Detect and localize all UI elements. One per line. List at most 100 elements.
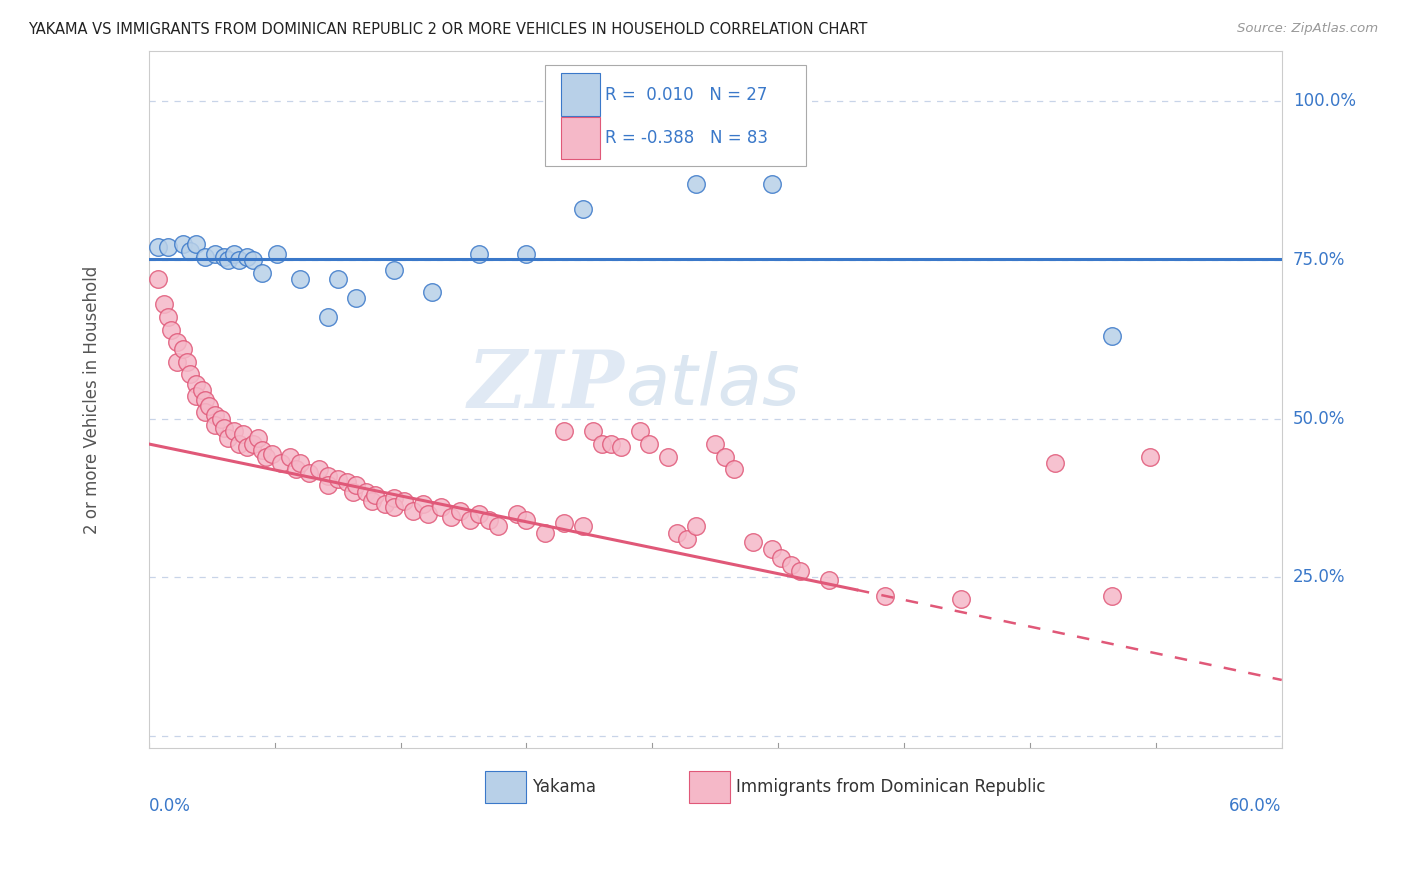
Point [364, 488, 387, 502]
Point [591, 437, 613, 451]
Point [449, 503, 471, 517]
Point [418, 507, 440, 521]
Point [374, 497, 396, 511]
Point [506, 507, 529, 521]
Point [308, 462, 330, 476]
Point [198, 399, 221, 413]
Point [204, 417, 226, 432]
Text: R = -0.388   N = 83: R = -0.388 N = 83 [606, 129, 768, 147]
Point [676, 532, 699, 546]
Point [148, 272, 170, 286]
Text: 50.0%: 50.0% [1294, 409, 1346, 427]
Point [628, 425, 651, 439]
Point [638, 437, 661, 451]
Point [209, 411, 232, 425]
Point [214, 421, 236, 435]
Point [242, 437, 264, 451]
Point [817, 574, 839, 588]
Point [153, 297, 176, 311]
Point [685, 519, 707, 533]
Point [336, 475, 359, 489]
Text: Immigrants from Dominican Republic: Immigrants from Dominican Republic [735, 778, 1045, 796]
Point [179, 244, 201, 258]
Point [316, 478, 339, 492]
FancyBboxPatch shape [561, 117, 600, 159]
Point [382, 491, 405, 505]
Point [770, 551, 793, 566]
Point [430, 500, 453, 515]
Point [515, 513, 537, 527]
Point [458, 513, 481, 527]
Point [581, 425, 603, 439]
Point [1043, 456, 1066, 470]
Point [657, 450, 679, 464]
Point [486, 519, 509, 533]
Point [204, 409, 226, 423]
Point [360, 494, 382, 508]
Point [685, 177, 707, 191]
Point [184, 389, 207, 403]
Point [346, 478, 368, 492]
Point [160, 323, 183, 337]
Point [217, 253, 239, 268]
Text: 75.0%: 75.0% [1294, 251, 1346, 269]
Point [666, 525, 689, 540]
Point [194, 405, 217, 419]
Point [478, 513, 501, 527]
Point [217, 431, 239, 445]
Text: R =  0.010   N = 27: R = 0.010 N = 27 [606, 86, 768, 103]
Point [468, 246, 491, 260]
Point [713, 450, 735, 464]
Point [553, 425, 575, 439]
Point [254, 450, 277, 464]
Point [534, 525, 557, 540]
Point [761, 177, 783, 191]
Point [346, 291, 368, 305]
Point [761, 541, 783, 556]
Text: Yakama: Yakama [531, 778, 596, 796]
Point [250, 443, 273, 458]
Point [610, 440, 633, 454]
Point [572, 519, 595, 533]
FancyBboxPatch shape [546, 64, 806, 166]
Point [354, 484, 377, 499]
Text: 100.0%: 100.0% [1294, 93, 1355, 111]
Point [266, 246, 288, 260]
Point [316, 310, 339, 325]
Point [172, 342, 194, 356]
Point [440, 510, 463, 524]
Point [1139, 450, 1161, 464]
FancyBboxPatch shape [485, 771, 526, 803]
Point [285, 462, 308, 476]
Point [392, 494, 415, 508]
Point [194, 250, 217, 264]
Point [288, 456, 311, 470]
Point [382, 262, 405, 277]
Point [280, 450, 302, 464]
Point [420, 285, 443, 299]
Point [156, 310, 179, 325]
Point [572, 202, 595, 217]
Text: atlas: atlas [624, 351, 799, 420]
FancyBboxPatch shape [689, 771, 730, 803]
Point [288, 272, 311, 286]
Point [316, 468, 339, 483]
Point [949, 592, 972, 607]
Point [184, 237, 207, 252]
Point [789, 564, 811, 578]
Point [228, 253, 250, 268]
Point [176, 354, 198, 368]
Point [236, 250, 259, 264]
Point [156, 240, 179, 254]
Point [412, 497, 434, 511]
Point [600, 437, 623, 451]
Point [250, 266, 273, 280]
Point [242, 253, 264, 268]
Text: ZIP: ZIP [468, 347, 624, 425]
Point [204, 246, 226, 260]
Point [779, 558, 801, 572]
Point [166, 335, 188, 350]
Point [326, 472, 349, 486]
Point [402, 503, 425, 517]
Point [1101, 589, 1123, 603]
